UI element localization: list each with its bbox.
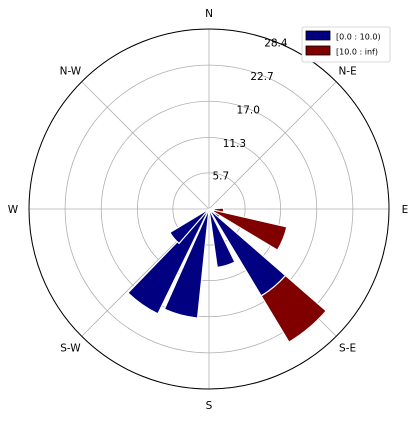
- direction-label-w: W: [8, 204, 19, 216]
- direction-label-n-w: N-W: [60, 65, 82, 77]
- bar-high-140: [260, 274, 328, 343]
- grid-spoke: [208, 81, 337, 210]
- labels-layer: 5.7 11.3 17.0 22.7 28.4 N N-E E S-E S S-W W N-W: [8, 8, 409, 412]
- direction-label-s-e: S-E: [339, 343, 356, 355]
- grid-circle: [64, 64, 354, 354]
- bar-low-230: [169, 208, 210, 245]
- bar-high-112: [212, 209, 288, 251]
- polar-outer-frame: [28, 28, 390, 390]
- bar-low-215: [127, 208, 210, 315]
- legend-swatch-high: [305, 45, 331, 56]
- grid-circle: [172, 172, 246, 246]
- direction-label-n-e: N-E: [338, 65, 356, 77]
- radial-tick-label: 17.0: [237, 104, 260, 116]
- legend-label-low: [0.0 : 10.0): [336, 33, 381, 42]
- bars-layer: [127, 207, 328, 343]
- grid-circle: [136, 136, 282, 282]
- grid-circle: [100, 100, 318, 318]
- direction-label-s-w: S-W: [60, 343, 81, 355]
- legend-swatch-low: [305, 30, 331, 41]
- radial-tick-label: 22.7: [250, 71, 273, 83]
- legend: [0.0 : 10.0) [10.0 : inf): [301, 26, 391, 63]
- legend-label-high: [10.0 : inf): [336, 48, 378, 57]
- direction-label-e: E: [402, 204, 409, 216]
- direction-label-s: S: [206, 400, 213, 412]
- grid-spoke: [81, 81, 210, 210]
- radial-tick-label: 28.4: [264, 38, 288, 50]
- direction-label-n: N: [205, 8, 213, 20]
- bar-low-163: [208, 208, 236, 269]
- radial-tick-label: 11.3: [223, 138, 246, 150]
- bar-low-195: [163, 208, 210, 319]
- radial-tick-label: 5.7: [212, 171, 229, 183]
